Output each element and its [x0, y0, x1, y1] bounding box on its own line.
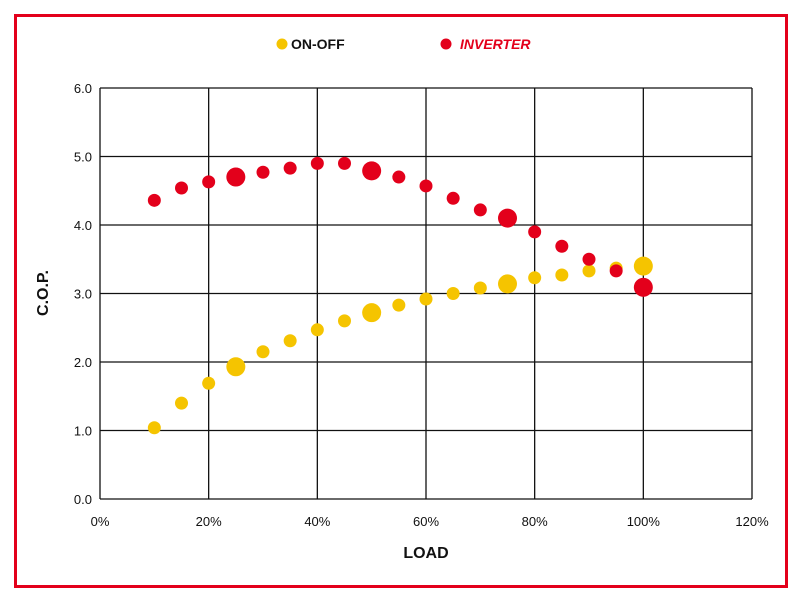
- y-tick-label: 5.0: [74, 150, 92, 165]
- data-point-inverter: [392, 170, 406, 184]
- x-tick-label: 100%: [627, 514, 661, 529]
- data-point-on-off: [528, 271, 542, 285]
- y-tick-label: 0.0: [74, 492, 92, 507]
- legend-label-on-off: ON-OFF: [291, 36, 345, 52]
- data-point-inverter: [528, 225, 542, 239]
- legend-marker-on-off: [276, 38, 288, 50]
- data-point-on-off: [310, 323, 324, 337]
- data-point-on-off: [256, 345, 270, 359]
- data-point-on-off: [147, 421, 161, 435]
- data-point-on-off: [283, 334, 297, 348]
- data-point-inverter: [338, 156, 351, 170]
- tick-labels: 0% 20% 40% 60% 80% 100% 120% 0.0 1.0 2.0 3.0 4.0 5.0…: [74, 81, 769, 529]
- legend: ON-OFF INVERTER: [276, 36, 531, 52]
- y-tick-label: 2.0: [74, 355, 92, 370]
- data-point-on-off: [338, 314, 351, 328]
- x-tick-label: 80%: [522, 514, 548, 529]
- legend-marker-inverter: [440, 38, 452, 50]
- data-point-on-off: [446, 287, 460, 300]
- y-tick-label: 1.0: [74, 424, 92, 439]
- data-point-on-off: [633, 256, 653, 276]
- x-tick-label: 120%: [735, 514, 769, 529]
- data-point-on-off: [362, 303, 382, 323]
- x-tick-label: 40%: [304, 514, 330, 529]
- data-point-on-off: [175, 396, 188, 410]
- x-tick-label: 0%: [91, 514, 110, 529]
- data-point-on-off: [392, 298, 406, 312]
- data-point-inverter: [283, 161, 297, 175]
- x-tick-label: 60%: [413, 514, 439, 529]
- data-point-inverter: [446, 191, 460, 205]
- data-point-inverter: [226, 167, 246, 187]
- data-point-inverter: [175, 181, 188, 195]
- data-point-on-off: [582, 264, 596, 278]
- data-point-inverter: [609, 264, 623, 278]
- legend-label-inverter: INVERTER: [460, 36, 531, 52]
- data-point-inverter: [202, 175, 216, 189]
- data-point-inverter: [419, 179, 433, 193]
- data-point-inverter: [147, 193, 161, 207]
- data-point-on-off: [226, 357, 246, 377]
- data-point-on-off: [555, 268, 569, 282]
- data-point-on-off: [473, 281, 487, 295]
- grid: [99, 87, 753, 500]
- data-points: [147, 156, 653, 435]
- data-point-inverter: [310, 156, 324, 170]
- y-tick-label: 4.0: [74, 218, 92, 233]
- data-point-inverter: [498, 208, 517, 228]
- data-point-on-off: [419, 292, 433, 306]
- y-tick-label: 3.0: [74, 287, 92, 302]
- x-tick-label: 20%: [196, 514, 222, 529]
- data-point-inverter: [473, 203, 487, 217]
- data-point-on-off: [202, 376, 216, 390]
- data-point-inverter: [582, 252, 596, 266]
- data-point-inverter: [362, 161, 382, 181]
- y-axis-label: C.O.P.: [35, 270, 52, 316]
- x-axis-label: LOAD: [403, 545, 448, 562]
- data-point-inverter: [633, 277, 653, 297]
- chart-frame: [14, 14, 788, 588]
- data-point-inverter: [555, 239, 569, 253]
- data-point-on-off: [498, 274, 517, 294]
- y-tick-label: 6.0: [74, 81, 92, 96]
- data-point-inverter: [256, 165, 270, 179]
